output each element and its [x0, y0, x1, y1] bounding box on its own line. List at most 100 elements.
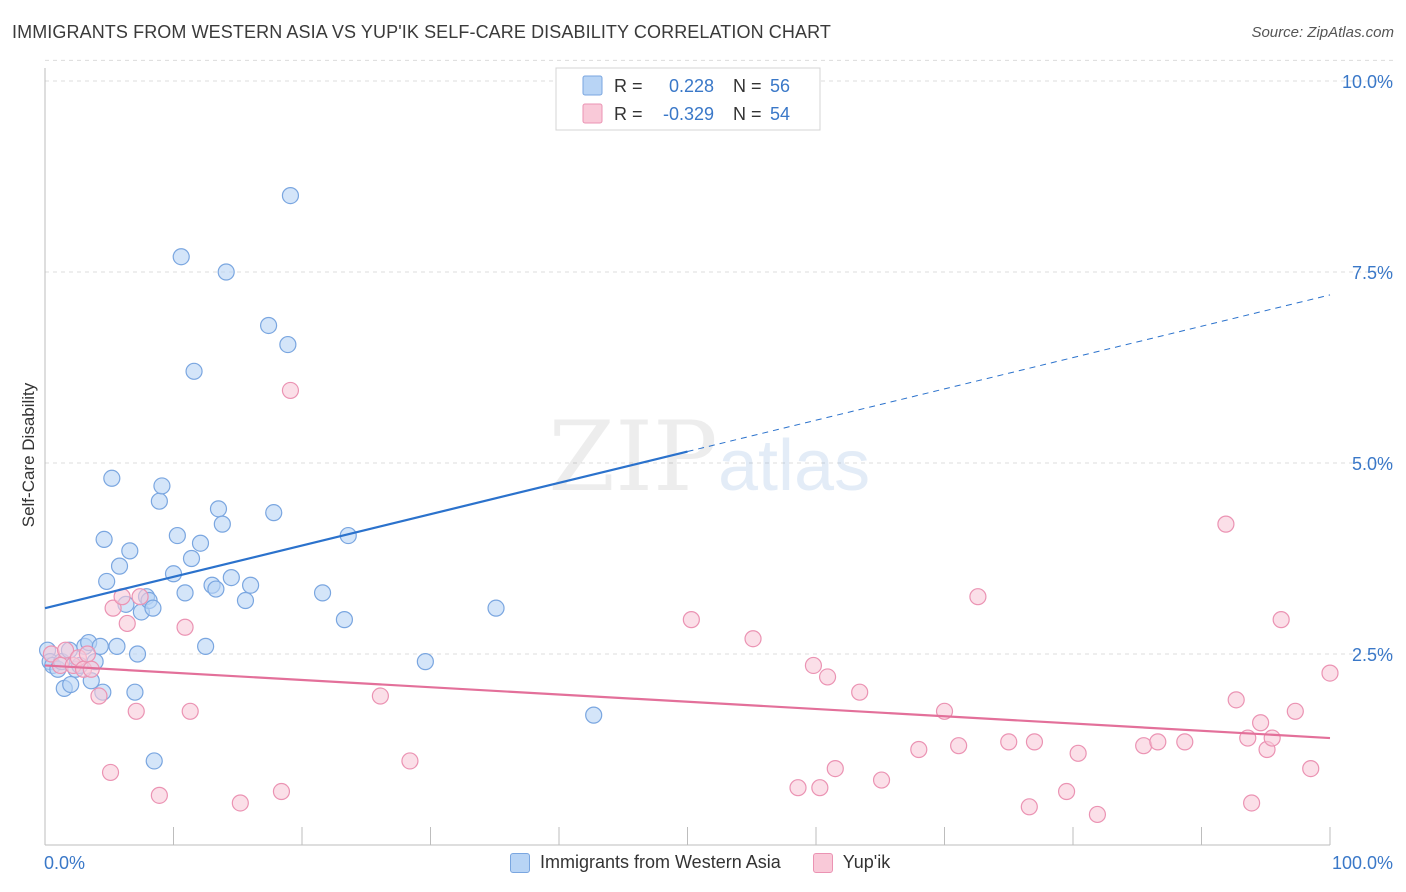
legend-item-western-asia: Immigrants from Western Asia	[510, 852, 781, 873]
point-yupik	[872, 771, 891, 789]
point-western-asia	[182, 549, 201, 568]
point-western-asia	[153, 477, 171, 495]
point-western-asia	[145, 752, 163, 770]
point-western-asia	[197, 637, 215, 655]
y-tick-label: 5.0%	[1352, 454, 1393, 474]
legend-swatch-blue	[582, 75, 603, 96]
point-western-asia	[585, 706, 603, 724]
point-yupik	[181, 702, 199, 720]
point-yupik	[826, 759, 844, 778]
point-yupik	[401, 752, 419, 770]
point-yupik	[272, 782, 291, 801]
legend-r-label-1: R =	[614, 76, 643, 96]
legend-n-label-2: N =	[733, 104, 762, 124]
trend-line-western-asia	[44, 450, 688, 610]
point-western-asia	[313, 584, 332, 602]
point-yupik	[150, 786, 168, 804]
legend-top: R = 0.228 N = 56 R = -0.329 N = 54	[555, 67, 821, 131]
legend-r-value-1: 0.228	[669, 76, 714, 96]
point-yupik	[1286, 702, 1304, 720]
y-tick-label: 7.5%	[1352, 263, 1393, 283]
point-yupik	[1069, 744, 1087, 762]
point-yupik	[1020, 798, 1038, 816]
point-western-asia	[62, 675, 80, 694]
point-yupik	[118, 614, 136, 633]
point-yupik	[1272, 611, 1290, 629]
point-yupik	[1263, 729, 1281, 747]
trend-line-western-asia-extension	[687, 294, 1331, 453]
point-yupik	[818, 668, 837, 686]
point-western-asia	[242, 576, 260, 594]
axes	[44, 68, 1331, 846]
point-western-asia	[207, 580, 225, 598]
y-axis-label: Self-Care Disability	[19, 382, 38, 527]
point-yupik	[56, 641, 75, 659]
point-yupik	[1057, 782, 1076, 801]
legend-swatch-pink	[582, 103, 603, 124]
point-western-asia	[217, 263, 235, 281]
y-tick-label: 10.0%	[1342, 72, 1393, 92]
point-western-asia	[91, 637, 109, 655]
x-tick-label: 100.0%	[1332, 853, 1393, 873]
point-western-asia	[95, 530, 113, 549]
point-yupik	[1252, 714, 1270, 732]
point-yupik	[281, 381, 300, 400]
legend-label-yupik: Yup'ik	[842, 852, 891, 872]
legend-n-value-1: 56	[770, 76, 790, 96]
chart-title: IMMIGRANTS FROM WESTERN ASIA VS YUP'IK S…	[12, 22, 831, 42]
point-yupik	[789, 779, 807, 797]
point-western-asia	[191, 534, 210, 552]
point-yupik	[127, 702, 145, 720]
legend-swatch-western-asia	[510, 852, 530, 873]
point-western-asia	[213, 515, 231, 533]
point-yupik	[969, 588, 987, 606]
point-western-asia	[128, 645, 147, 663]
point-yupik	[804, 656, 823, 675]
point-western-asia	[150, 492, 168, 510]
point-western-asia	[236, 591, 255, 610]
point-yupik	[1227, 691, 1245, 709]
point-yupik	[101, 763, 120, 782]
legend-r-value-2: -0.329	[663, 104, 714, 124]
watermark-zip: ZIP	[548, 401, 717, 513]
point-yupik	[176, 618, 194, 636]
point-western-asia	[144, 599, 162, 617]
source-label: Source: ZipAtlas.com	[1251, 24, 1394, 41]
point-yupik	[950, 737, 968, 755]
point-western-asia	[185, 362, 203, 380]
point-western-asia	[126, 683, 144, 701]
point-yupik	[104, 599, 122, 617]
point-western-asia	[222, 568, 240, 587]
legend-r-label-2: R =	[614, 104, 643, 124]
point-western-asia	[279, 335, 297, 354]
legend-n-value-2: 54	[770, 104, 790, 124]
point-yupik	[1149, 733, 1167, 751]
bottom-legend: Immigrants from Western Asia Yup'ik	[510, 852, 922, 873]
grid-lines	[45, 59, 1395, 655]
point-western-asia	[108, 637, 126, 655]
point-yupik	[1176, 733, 1194, 751]
point-yupik	[131, 588, 149, 606]
watermark-atlas: atlas	[718, 426, 870, 506]
point-yupik	[1243, 794, 1261, 812]
point-yupik	[682, 611, 700, 629]
point-yupik	[1217, 515, 1235, 533]
legend-swatch-yupik	[812, 852, 833, 873]
point-yupik	[851, 683, 869, 701]
point-western-asia	[168, 526, 186, 545]
point-western-asia	[110, 557, 129, 575]
point-yupik	[910, 740, 928, 759]
point-yupik	[371, 687, 389, 705]
point-yupik	[1000, 733, 1018, 751]
trend-lines	[44, 294, 1331, 740]
y-tick-label: 2.5%	[1352, 645, 1393, 665]
legend-n-label-1: N =	[733, 76, 762, 96]
point-western-asia	[172, 248, 190, 266]
point-yupik	[1088, 805, 1107, 824]
point-western-asia	[259, 316, 278, 335]
legend-label-western-asia: Immigrants from Western Asia	[540, 852, 781, 872]
point-western-asia	[281, 187, 300, 205]
point-yupik	[231, 794, 249, 812]
point-western-asia	[103, 469, 121, 487]
data-points	[38, 187, 1339, 824]
